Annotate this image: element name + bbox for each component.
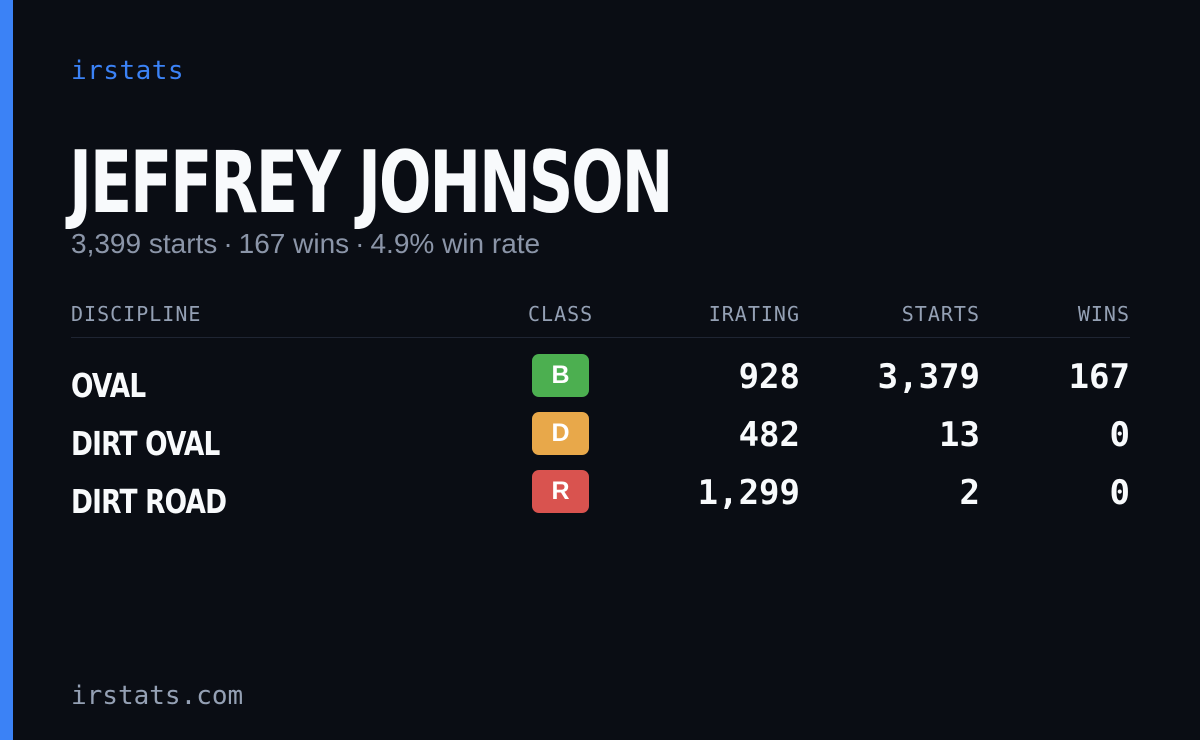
discipline-name: DIRT ROAD — [71, 482, 227, 521]
class-badge: B — [532, 354, 589, 397]
header-wins: WINS — [1077, 302, 1130, 326]
footer-url: irstats.com — [71, 681, 244, 711]
irating-value: 1,299 — [697, 473, 800, 513]
accent-bar — [0, 0, 13, 740]
irating-value: 482 — [738, 415, 800, 455]
header-starts: STARTS — [901, 302, 980, 326]
starts-value: 2 — [959, 473, 980, 513]
wins-value: 0 — [1109, 473, 1130, 513]
table-row: DIRT ROAD R 1,299 2 0 — [71, 470, 1130, 528]
starts-value: 3,379 — [877, 357, 980, 397]
irating-value: 928 — [738, 357, 800, 397]
stats-table: DISCIPLINE CLASS IRATING STARTS WINS OVA… — [71, 298, 1130, 528]
summary-wins: 167 wins — [238, 228, 350, 259]
header-irating: IRATING — [708, 302, 800, 326]
summary-win-rate: 4.9% win rate — [370, 228, 541, 259]
driver-name: JEFFREY JOHNSON — [69, 133, 673, 233]
class-badge: D — [532, 412, 589, 455]
table-row: OVAL B 928 3,379 167 — [71, 354, 1130, 412]
starts-value: 13 — [939, 415, 980, 455]
header-discipline: DISCIPLINE — [71, 302, 202, 326]
wins-value: 0 — [1109, 415, 1130, 455]
table-body: OVAL B 928 3,379 167 DIRT OVAL D 482 13 … — [71, 354, 1130, 528]
table-header: DISCIPLINE CLASS IRATING STARTS WINS — [71, 298, 1130, 338]
table-row: DIRT OVAL D 482 13 0 — [71, 412, 1130, 470]
driver-summary: 3,399 starts · 167 wins · 4.9% win rate — [71, 228, 540, 260]
summary-starts: 3,399 starts — [71, 228, 218, 259]
discipline-name: DIRT OVAL — [71, 424, 220, 463]
brand-logo-text: irstats — [71, 56, 185, 86]
class-badge: R — [532, 470, 589, 513]
wins-value: 167 — [1068, 357, 1130, 397]
header-class: CLASS — [528, 302, 594, 326]
summary-separator: · — [355, 228, 365, 259]
summary-separator: · — [223, 228, 233, 259]
discipline-name: OVAL — [71, 366, 146, 405]
